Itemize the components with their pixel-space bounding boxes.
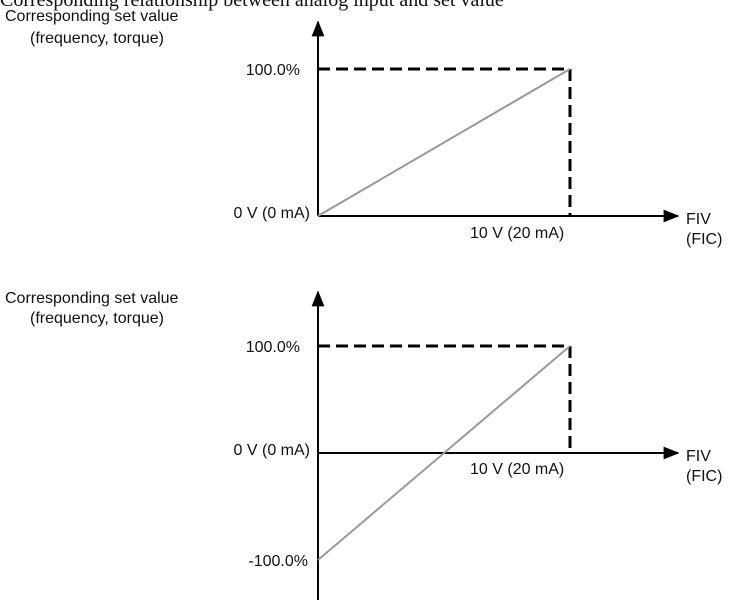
x-tick-label: 10 V (20 mA) (470, 225, 564, 242)
x-label: FIV (686, 448, 711, 465)
x-label: (FIC) (686, 231, 722, 248)
y-tick-label: 100.0% (246, 62, 300, 79)
guide-line (318, 344, 572, 453)
y-tick-label: 0 V (0 mA) (234, 442, 310, 459)
y-label: Corresponding set value (5, 290, 179, 307)
y-tick-label: -100.0% (248, 553, 308, 570)
y-label: Corresponding set value (5, 8, 179, 25)
x-label: FIV (686, 211, 711, 228)
characteristic-line (317, 345, 571, 561)
diagram: Corresponding set value (frequency, torq… (5, 290, 722, 600)
y-label: (frequency, torque) (30, 30, 164, 47)
x-label: (FIC) (686, 468, 722, 485)
characteristic-line (317, 68, 571, 217)
x-tick-label: 10 V (20 mA) (470, 461, 564, 478)
y-label: (frequency, torque) (30, 310, 164, 327)
y-tick-label: 0 V (0 mA) (234, 205, 310, 222)
caption: Corresponding relationship between analo… (0, 0, 504, 11)
y-tick-label: 100.0% (246, 339, 300, 356)
diagram: Corresponding set value (frequency, torq… (5, 8, 722, 248)
